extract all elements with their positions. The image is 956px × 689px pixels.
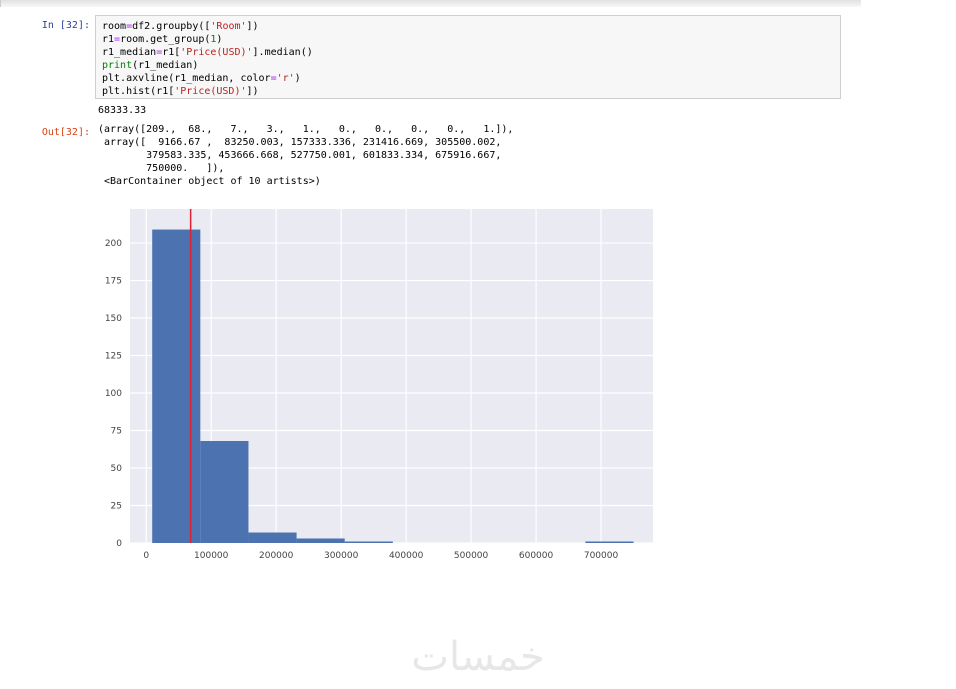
x-tick-label: 500000 — [454, 551, 489, 561]
code-editor[interactable]: room=df2.groupby(['Room']) r1=room.get_g… — [95, 15, 841, 99]
histogram-chart: 0 100000 200000 300000 400000 500000 600000 700… — [105, 209, 653, 561]
x-tick-label: 0 — [143, 551, 149, 561]
y-tick-label: 75 — [111, 427, 122, 437]
x-tick-label: 200000 — [259, 551, 294, 561]
histogram-bar — [248, 532, 297, 543]
y-tick-label: 125 — [105, 352, 122, 362]
y-tick-label: 100 — [105, 389, 122, 399]
x-tick-label: 700000 — [584, 551, 619, 561]
output-prompt: Out[32]: — [41, 127, 90, 138]
y-tick-label: 150 — [105, 314, 122, 324]
histogram-bar — [152, 229, 201, 543]
histogram-bar — [296, 538, 345, 543]
x-tick-label: 600000 — [519, 551, 554, 561]
output-repr: (array([209., 68., 7., 3., 1., 0., 0., 0… — [98, 124, 514, 187]
input-prompt: In [32]: — [41, 20, 90, 31]
x-tick-label: 300000 — [324, 551, 359, 561]
histogram-bar — [344, 541, 393, 543]
y-tick-label: 200 — [105, 239, 122, 249]
code-content: room=df2.groupby(['Room']) r1=room.get_g… — [102, 21, 313, 97]
x-tick-label: 100000 — [194, 551, 229, 561]
y-tick-label: 175 — [105, 277, 122, 287]
toolbar-bottom-edge — [0, 0, 861, 7]
y-tick-label: 50 — [111, 464, 123, 474]
watermark-khamsat: خمسات — [411, 634, 545, 680]
y-tick-label: 25 — [111, 502, 122, 512]
histogram-bar — [585, 541, 634, 543]
stdout-text: 68333.33 — [98, 105, 147, 116]
x-tick-label: 400000 — [389, 551, 424, 561]
histogram-bar — [200, 441, 249, 543]
y-tick-label: 0 — [116, 539, 122, 549]
